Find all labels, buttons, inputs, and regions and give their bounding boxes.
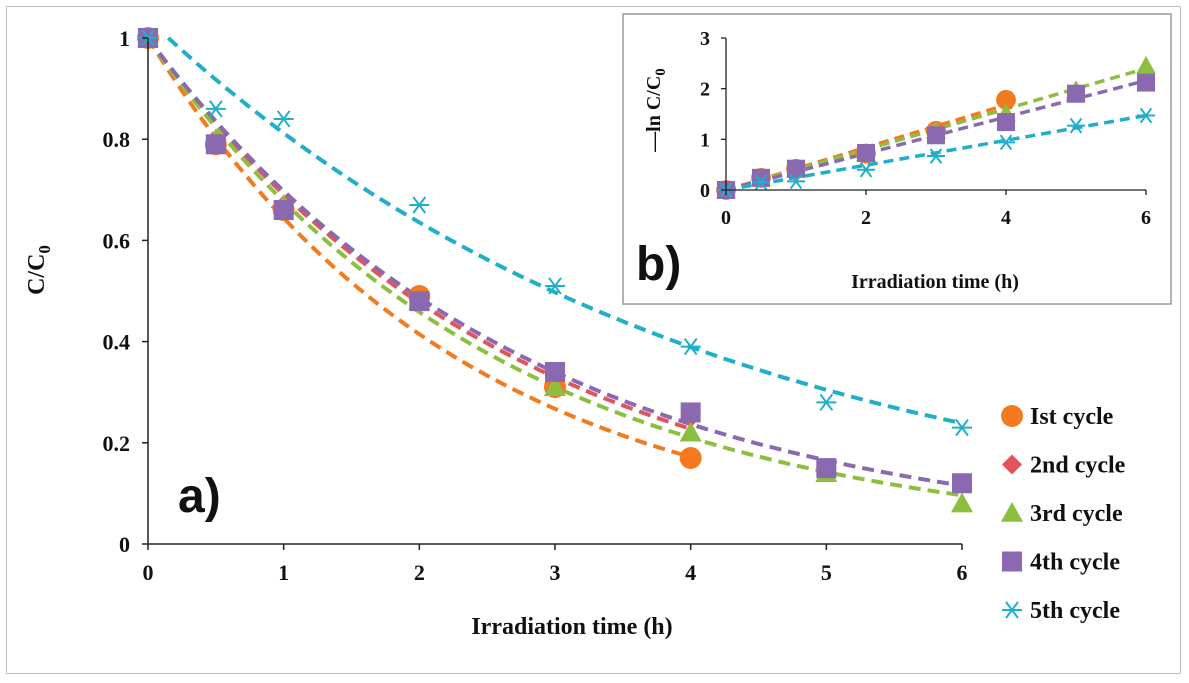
- legend-swatch: [1002, 601, 1022, 619]
- legend-swatch: [1002, 454, 1022, 475]
- inset-point: [1137, 73, 1155, 92]
- inset-x-tick-label: 0: [721, 207, 731, 229]
- inset-frame: [622, 13, 1172, 305]
- main-point: [273, 200, 294, 221]
- main-axes: 0 1 2 3 4 5 6 0 0.2 0.4 0.6 0.8 1: [103, 26, 968, 585]
- main-point: [205, 134, 226, 155]
- main-y-tick-label: 0.8: [103, 127, 131, 152]
- main-y-axis-title-main: C/C: [24, 254, 50, 295]
- main-point: [679, 421, 702, 442]
- inset-x-tick-label: 6: [1141, 207, 1151, 229]
- main-fit-curve: [146, 36, 692, 459]
- legend-label: 2nd cycle: [1030, 453, 1126, 479]
- inset-point: [1067, 117, 1085, 134]
- main-y-tick-label: 0.2: [103, 431, 131, 456]
- main-point: [816, 458, 837, 479]
- inset-x-tick-label: 4: [1001, 207, 1011, 229]
- inset-y-axis-title-sub: 0: [653, 68, 669, 76]
- main-y-axis-title: C/C0: [24, 245, 54, 295]
- inset-y-axis-title-main: —ln C/C: [643, 76, 665, 153]
- main-point: [273, 110, 294, 128]
- inset-y-axis-title: —ln C/C0: [643, 68, 669, 153]
- main-point: [680, 338, 701, 356]
- main-x-tick-label: 5: [821, 560, 832, 585]
- main-x-tick-label: 4: [685, 560, 696, 585]
- main-point: [951, 492, 973, 513]
- panel-label-b: b): [636, 238, 681, 291]
- main-x-axis-title: Irradiation time (h): [471, 614, 672, 640]
- main-point: [544, 376, 566, 396]
- main-x-tick-label: 6: [957, 560, 968, 585]
- main-x-tick-label: 0: [143, 560, 154, 585]
- inset-point: [752, 168, 770, 187]
- inset-point: [787, 159, 805, 178]
- legend-swatch: [1001, 502, 1023, 522]
- main-x-tick-label: 1: [278, 560, 289, 585]
- inset-data-points: [716, 55, 1156, 200]
- panel-label-a: a): [178, 470, 221, 523]
- main-y-tick-label: 0: [119, 532, 130, 557]
- inset-point: [857, 144, 875, 163]
- main-point: [545, 361, 565, 382]
- main-point: [679, 446, 702, 469]
- inset-point: [997, 113, 1015, 132]
- legend-label: 4th cycle: [1030, 550, 1120, 576]
- legend: Ist cycle 2nd cycle 3rd cycle 4th cycle 5th …: [1001, 404, 1126, 624]
- inset-y-tick-label: 0: [700, 180, 710, 202]
- main-point: [680, 402, 701, 423]
- inset-axes: 0 2 4 6 0 1 2 3: [700, 28, 1151, 229]
- main-y-axis-title-sub: 0: [35, 245, 54, 254]
- inset-y-tick-label: 2: [700, 79, 710, 101]
- main-point: [545, 277, 565, 295]
- legend-label: Ist cycle: [1030, 404, 1114, 430]
- inset-point: [1067, 84, 1085, 103]
- legend-label: 5th cycle: [1030, 598, 1120, 624]
- main-point: [409, 291, 430, 312]
- svg-text:—ln C/C0: —ln C/C0: [643, 68, 669, 153]
- inset-point: [927, 126, 945, 145]
- main-y-tick-label: 1: [119, 26, 130, 51]
- legend-label: 3rd cycle: [1030, 501, 1123, 527]
- legend-swatch: [1001, 405, 1023, 427]
- main-y-tick-label: 0.4: [103, 330, 131, 355]
- inset-point: [752, 174, 770, 191]
- main-point: [409, 196, 430, 214]
- main-point: [952, 473, 972, 494]
- inset-point: [1137, 107, 1155, 124]
- inset-x-tick-label: 2: [861, 207, 871, 229]
- svg-text:C/C0: C/C0: [24, 245, 54, 295]
- main-x-tick-label: 3: [550, 560, 561, 585]
- main-fit-curve: [166, 36, 963, 426]
- main-point: [952, 419, 972, 437]
- main-x-tick-label: 2: [414, 560, 425, 585]
- inset-point: [997, 134, 1015, 151]
- legend-swatch: [1002, 551, 1022, 572]
- inset-y-tick-label: 3: [700, 28, 710, 50]
- inset-y-tick-label: 1: [700, 129, 710, 151]
- main-point: [205, 100, 226, 118]
- inset-x-axis-title: Irradiation time (h): [851, 271, 1019, 293]
- inset-point: [996, 89, 1016, 110]
- main-point: [816, 393, 837, 411]
- main-y-tick-label: 0.6: [103, 228, 131, 253]
- inset-point: [927, 148, 945, 164]
- inset-point: [787, 173, 805, 190]
- main-fit-curve: [146, 36, 692, 431]
- inset-point: [857, 161, 875, 178]
- inset-point: [1136, 55, 1156, 74]
- main-data-points: [137, 27, 973, 513]
